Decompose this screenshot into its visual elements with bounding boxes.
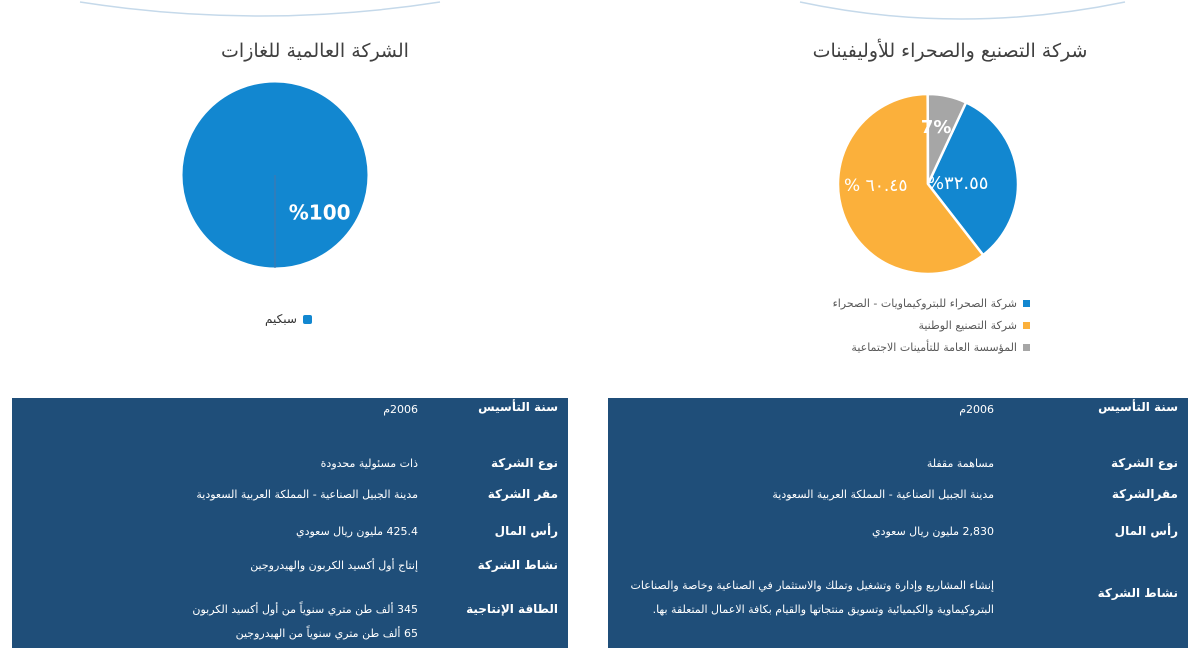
- info-label: مقرالشركة: [1111, 487, 1178, 501]
- info-value: 2006م: [959, 403, 994, 416]
- info-value: 65 ألف طن متري سنوياً من الهيدروجين: [235, 627, 418, 640]
- info-value: 2006م: [383, 403, 418, 416]
- legend-entry: سبكيم: [265, 308, 312, 330]
- info-label: رأس المال: [1114, 524, 1178, 538]
- info-label: سنة التأسيس: [1098, 400, 1178, 414]
- info-value: ذات مسئولية محدودة: [320, 457, 418, 470]
- info-value: إنشاء المشاريع وإدارة وتشغيل وتملك والاس…: [630, 579, 994, 592]
- legend-entry: المؤسسة العامة للتأمينات الاجتماعية: [820, 336, 1030, 358]
- info-value: إنتاج أول أكسيد الكربون والهيدروجين: [250, 559, 418, 572]
- pie-data-label-0: %٣٢.٥٥: [927, 173, 989, 194]
- info-label: نوع الشركة: [491, 456, 558, 470]
- pie-slice-2: [926, 92, 968, 185]
- info-label: رأس المال: [494, 524, 558, 538]
- legend-olefins: شركة الصحراء للبتروكيماويات - الصحراء شرك…: [820, 292, 1030, 358]
- info-value: مدينة الجبيل الصناعية - المملكة العربية …: [196, 488, 418, 501]
- decorative-curves: [79, 1, 1126, 20]
- info-value: 345 ألف طن متري سنوياً من أول أكسيد الكر…: [192, 603, 418, 616]
- legend-label: سبكيم: [265, 312, 297, 326]
- info-value: مدينة الجبيل الصناعية - المملكة العربية …: [772, 488, 994, 501]
- info-value: البتروكيماوية والكيميائية وتسويق منتجاته…: [652, 603, 994, 616]
- legend-label: المؤسسة العامة للتأمينات الاجتماعية: [851, 340, 1017, 354]
- pie-data-label-0: %100: [289, 201, 351, 225]
- legend-label: شركة الصحراء للبتروكيماويات - الصحراء: [832, 296, 1017, 310]
- pie-slice-1: [836, 92, 985, 276]
- company-info-table-global-gases: سنة التأسيس 2006م نوع الشركة ذات مسئولية مح…: [12, 398, 568, 648]
- legend-entry: شركة الصحراء للبتروكيماويات - الصحراء: [820, 292, 1030, 314]
- pie-chart-olefins: %٣٢.٥٥ % ٦٠.٤٥ 7%: [836, 92, 1020, 276]
- info-value: مساهمة مقفلة: [926, 457, 994, 470]
- chart-title-olefins: شركة التصنيع والصحراء للأوليفينات: [812, 40, 1088, 62]
- chart-title-global-gases: الشركة العالمية للغازات: [221, 40, 409, 62]
- info-value: 425.4 مليون ريال سعودي: [295, 525, 418, 538]
- company-info-table-olefins: سنة التأسيس 2006م نوع الشركة مساهمة مقفلة مق…: [608, 398, 1188, 648]
- info-label: مقر الشركة: [487, 487, 558, 501]
- legend-swatch: [1023, 343, 1030, 351]
- info-label: الطاقة الإنتاجية: [466, 602, 558, 616]
- pie-slice-0: [926, 100, 1020, 257]
- info-label: سنة التأسيس: [478, 400, 558, 414]
- info-label: نوع الشركة: [1111, 456, 1178, 470]
- legend-label: شركة التصنيع الوطنية: [918, 318, 1017, 332]
- legend-swatch: [1023, 321, 1030, 329]
- info-label: نشاط الشركة: [477, 558, 558, 572]
- pie-data-label-2: 7%: [921, 117, 952, 138]
- legend-swatch: [302, 314, 312, 324]
- info-value: 2,830 مليون ريال سعودي: [871, 525, 994, 538]
- legend-swatch: [1023, 299, 1030, 307]
- info-label: نشاط الشركة: [1097, 586, 1178, 600]
- legend-entry: شركة التصنيع الوطنية: [820, 314, 1030, 336]
- pie-chart-global-gases: %100: [181, 81, 369, 269]
- legend-global-gases: سبكيم: [265, 308, 312, 330]
- pie-data-label-1: % ٦٠.٤٥: [844, 176, 908, 196]
